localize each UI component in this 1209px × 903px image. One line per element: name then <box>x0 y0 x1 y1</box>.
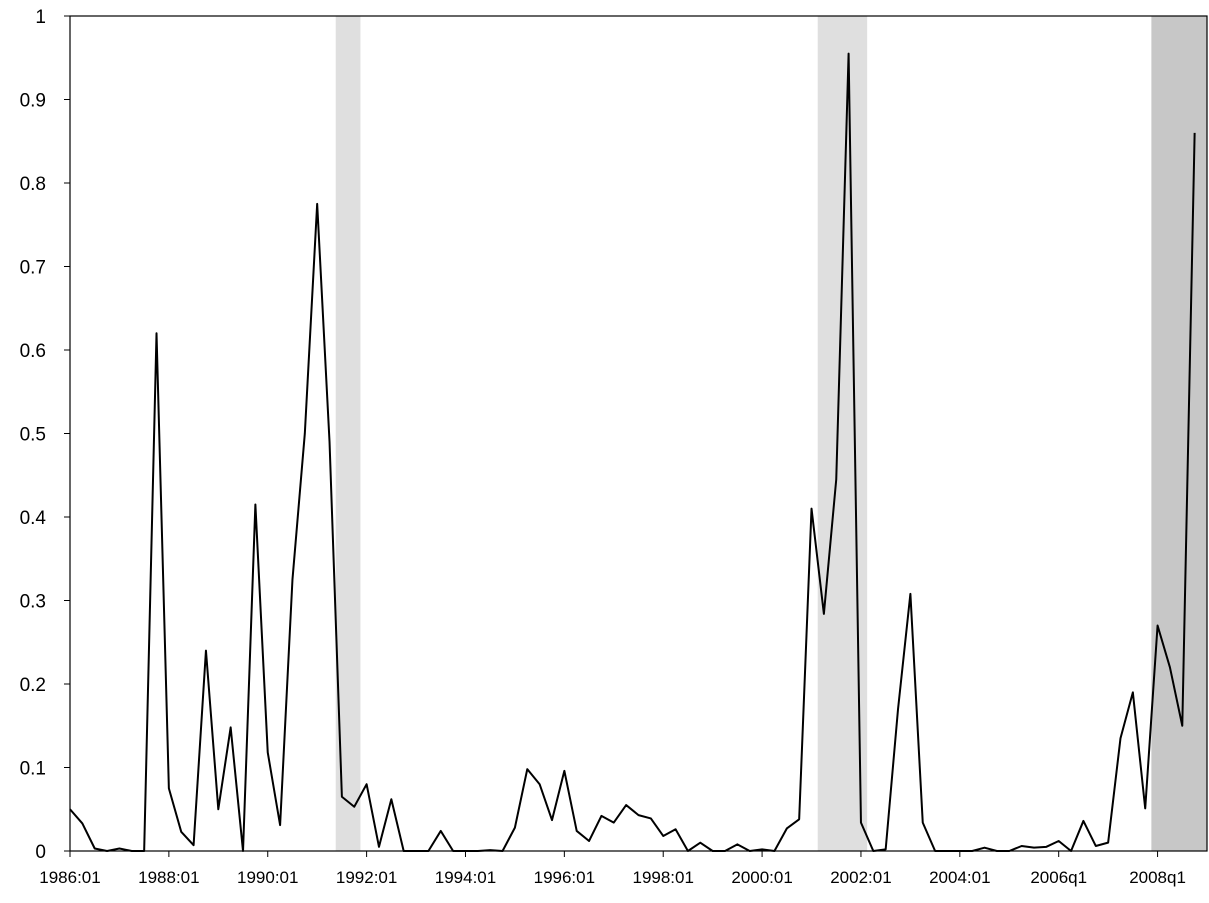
x-tick-label: 1998:01 <box>632 868 693 887</box>
x-tick-label: 1996:01 <box>534 868 595 887</box>
x-tick-label: 2008q1 <box>1129 868 1186 887</box>
x-axis-ticks: 1986:01 1988:01 1990:01 1992:01 1994:01 1996:… <box>39 851 1186 887</box>
x-tick-label: 2004:01 <box>929 868 990 887</box>
y-tick-label: 0.4 <box>20 508 47 529</box>
x-tick-label: 1988:01 <box>138 868 199 887</box>
x-tick-label: 2000:01 <box>731 868 792 887</box>
plot-area-border <box>69 15 1208 852</box>
y-tick-label: 0.1 <box>20 759 46 780</box>
recession-shading-layer <box>335 16 1207 851</box>
x-tick-label: 1994:01 <box>435 868 496 887</box>
x-tick-label: 2006q1 <box>1030 868 1087 887</box>
y-tick-label: 0.3 <box>20 592 46 613</box>
y-tick-label: 0.7 <box>20 258 46 279</box>
series-line <box>69 52 1196 852</box>
x-tick-label: 1990:01 <box>237 868 298 887</box>
y-tick-label: 0 <box>35 842 46 863</box>
y-tick-label: 0.6 <box>20 341 46 362</box>
y-tick-label: 0.5 <box>20 425 46 446</box>
y-tick-label: 1 <box>35 7 46 28</box>
y-tick-label: 0.9 <box>20 91 46 112</box>
recession-shade <box>1151 16 1207 851</box>
y-axis-ticks: 0 0.1 0.2 0.3 0.4 0.5 0.6 0.7 0.8 0.9 1 <box>20 7 70 863</box>
y-tick-label: 0.2 <box>20 675 46 696</box>
y-tick-label: 0.8 <box>20 174 46 195</box>
x-tick-label: 1986:01 <box>39 868 100 887</box>
x-tick-label: 2002:01 <box>830 868 891 887</box>
x-tick-label: 1992:01 <box>336 868 397 887</box>
